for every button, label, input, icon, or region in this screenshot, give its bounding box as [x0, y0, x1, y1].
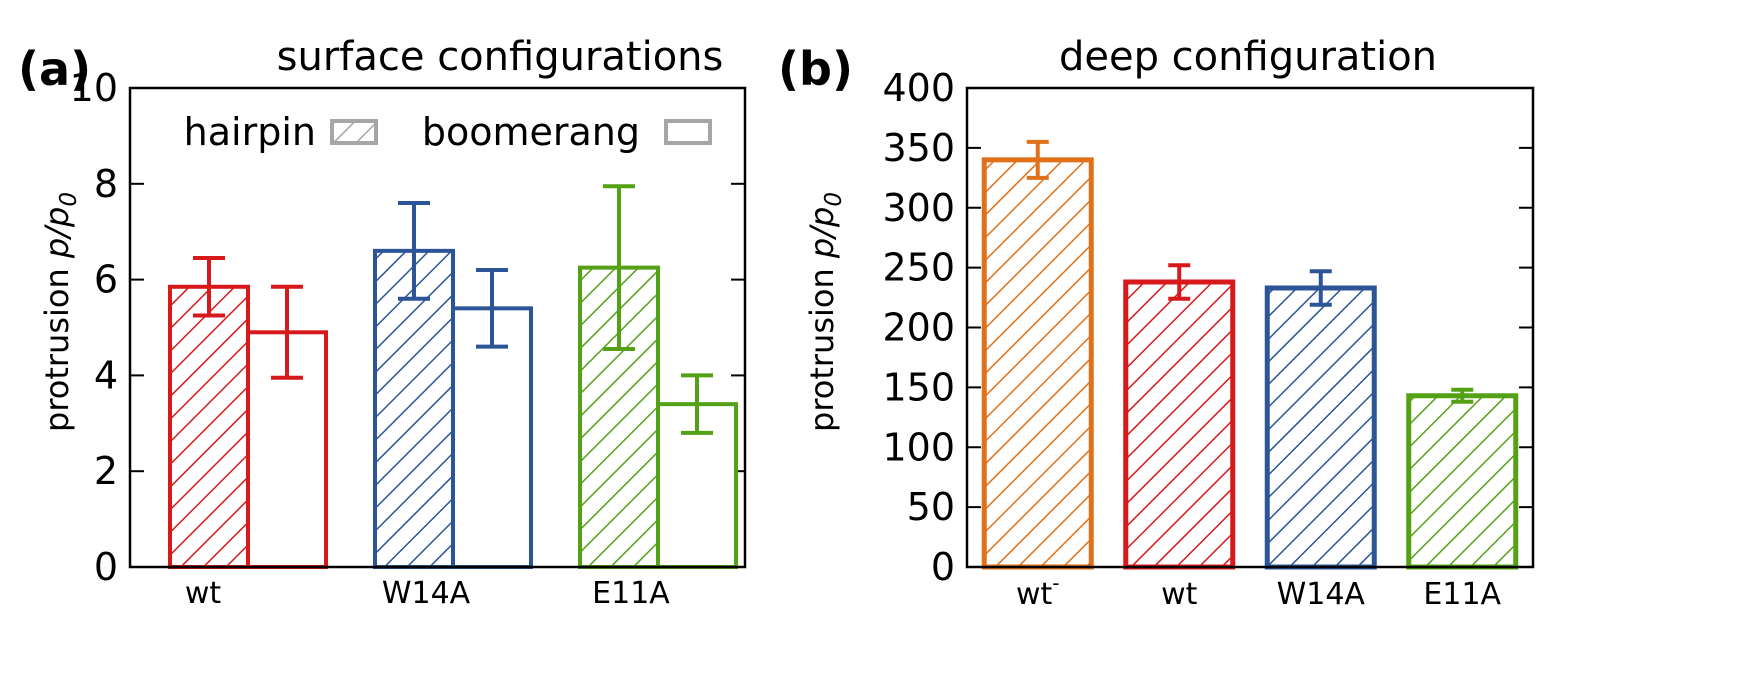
legend-hairpin-swatch	[330, 119, 378, 145]
panel-b: (b) deep configuration 0 50 100 150 200 250 30…	[778, 34, 1535, 612]
category-label: wt	[1161, 577, 1198, 612]
panel-a-legend: hairpin boomerang	[184, 110, 712, 154]
panel-a-frame	[128, 86, 747, 569]
y-tick-label: 250	[882, 246, 955, 290]
category-label: E11A	[1423, 577, 1501, 612]
panel-a-error-bars	[193, 184, 713, 435]
y-tick-label: 50	[907, 485, 955, 529]
panel-b-frame	[965, 86, 1535, 569]
bar-deep-1	[1123, 279, 1236, 570]
category-label: W14A	[382, 576, 471, 611]
y-tick-label: 4	[94, 353, 118, 397]
panel-a-categories: wt W14A E11A	[185, 576, 670, 611]
panel-a-y-label: protrusion p/p0	[38, 192, 82, 432]
category-label: wt-	[1016, 571, 1060, 612]
panel-b-bars	[981, 157, 1519, 570]
y-tick-label: 200	[882, 306, 955, 350]
panel-a-y-ticks: 0 2 4 6 8 10	[70, 66, 118, 589]
legend-boomerang-swatch	[664, 119, 712, 145]
panel-a-bars	[168, 248, 738, 570]
y-tick-label: 0	[931, 545, 955, 589]
panel-b-label: (b)	[778, 42, 853, 96]
y-tick-label: 100	[882, 425, 955, 469]
category-label: W14A	[1277, 577, 1366, 612]
y-tick-label: 8	[94, 162, 118, 206]
bar-deep-3	[1406, 393, 1519, 570]
y-tick-label: 6	[94, 258, 118, 302]
y-tick-label: 150	[882, 365, 955, 409]
category-label: wt	[185, 576, 222, 611]
y-tick-label: 0	[94, 545, 118, 589]
bar-deep-2	[1264, 285, 1377, 570]
panel-b-title: deep configuration	[1059, 34, 1437, 80]
panel-b-error-bars	[1026, 139, 1474, 404]
legend-hairpin-label: hairpin	[184, 110, 316, 154]
y-tick-label: 300	[882, 186, 955, 230]
y-tick-label: 350	[882, 126, 955, 170]
panel-b-y-ticks: 0 50 100 150 200 250 300 350 400	[882, 66, 955, 589]
bar-hairpin-wt	[168, 284, 250, 569]
panel-b-y-label: protrusion p/p0	[803, 192, 847, 432]
y-tick-label: 400	[882, 66, 955, 110]
bar-boomerang-w14a	[451, 306, 533, 569]
panel-b-categories: wt-wt W14A E11A	[1016, 571, 1502, 612]
y-tick-label: 2	[94, 449, 118, 493]
panel-a-label: (a)	[18, 42, 91, 96]
category-label: E11A	[592, 576, 670, 611]
panel-a-title: surface configurations	[277, 34, 724, 80]
y-tick-label: 10	[70, 66, 118, 110]
panel-a: (a) surface configurations 0 2 4 6 8 10 wt W14…	[18, 34, 747, 611]
bar-deep-0	[981, 157, 1094, 570]
legend-boomerang-label: boomerang	[422, 110, 640, 154]
